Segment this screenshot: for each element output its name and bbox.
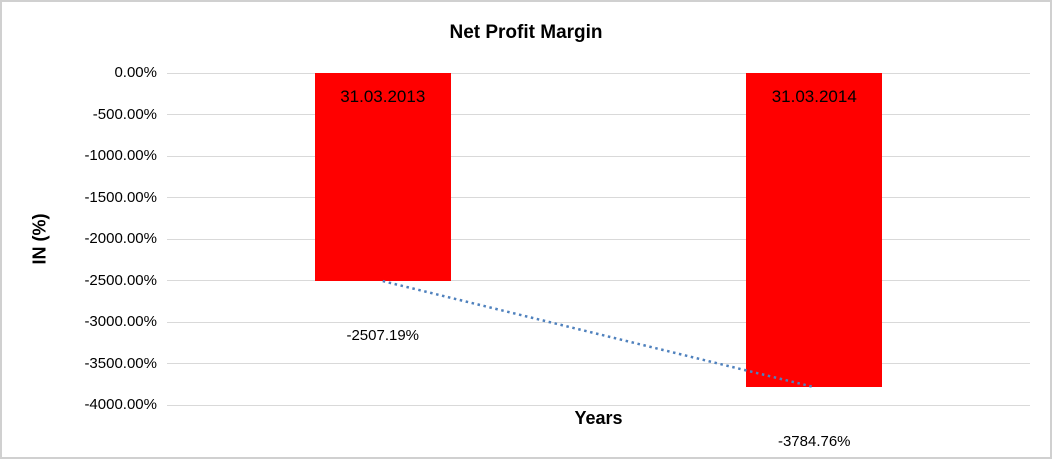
- bar-category-label: 31.03.2014: [771, 87, 857, 106]
- y-tick-label: -3000.00%: [84, 313, 157, 330]
- gridline: [167, 363, 1030, 364]
- y-tick-label: -500.00%: [92, 105, 157, 123]
- y-tick-label: -4000.00%: [84, 396, 157, 413]
- y-tick-label: 0.00%: [114, 64, 157, 81]
- gridline: [167, 155, 1030, 157]
- gridline: [167, 238, 1030, 240]
- data-label: -2507.19%: [346, 327, 420, 345]
- gridline: [167, 280, 1030, 281]
- bar-category-label: 31.03.2013: [340, 87, 426, 106]
- y-tick-label: -1500.00%: [84, 188, 157, 206]
- y-tick-label: -2000.00%: [84, 230, 157, 247]
- gridline: [167, 72, 1030, 74]
- data-label: -3784.76%: [777, 433, 851, 451]
- x-axis-title: Years: [574, 408, 623, 428]
- bar[interactable]: 31.03.2013: [314, 73, 451, 282]
- gridline: [167, 114, 1030, 115]
- y-tick-label: -1000.00%: [84, 147, 157, 164]
- gridline: [167, 404, 1030, 406]
- y-tick-label: -2500.00%: [84, 271, 157, 289]
- bar[interactable]: 31.03.2014: [746, 73, 883, 388]
- y-tick-label: -3500.00%: [84, 354, 157, 372]
- gridline: [167, 197, 1030, 198]
- chart-title: Net Profit Margin: [449, 22, 603, 43]
- gridline: [167, 321, 1030, 323]
